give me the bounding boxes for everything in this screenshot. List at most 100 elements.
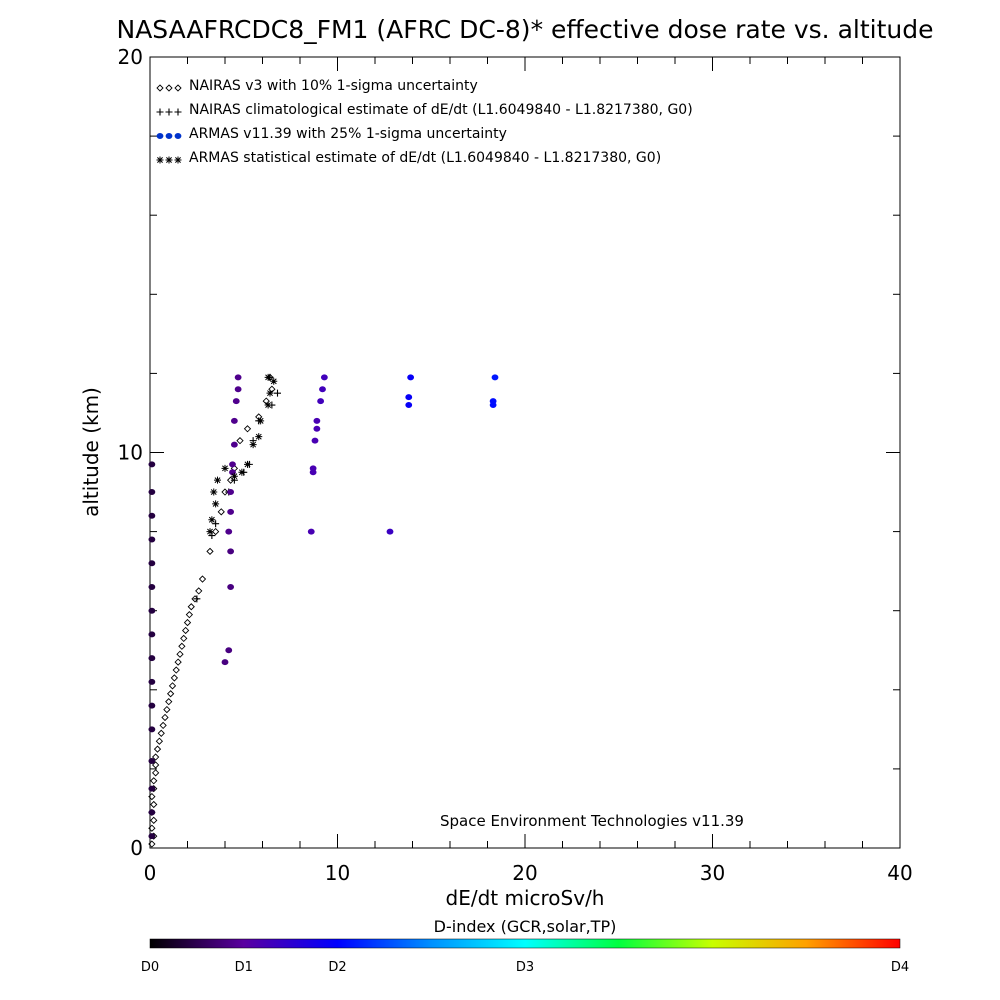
x-tick-label: 0 xyxy=(144,861,157,885)
dot-point xyxy=(405,394,413,401)
dot-point xyxy=(148,757,156,764)
asterisk-point xyxy=(221,464,229,472)
dot-point xyxy=(313,425,321,432)
diamond-point xyxy=(180,634,188,643)
dot-point xyxy=(225,647,233,654)
x-tick-label: 30 xyxy=(700,861,725,885)
dot-point xyxy=(232,398,240,405)
x-axis-label: dE/dt microSv/h xyxy=(446,886,605,910)
dot-point xyxy=(227,548,235,555)
dot-point xyxy=(386,528,394,535)
dot-point xyxy=(489,398,497,405)
y-tick-label: 20 xyxy=(118,45,143,69)
asterisk-point xyxy=(264,401,272,409)
axis-ticks xyxy=(149,56,901,849)
dot-point xyxy=(148,489,156,496)
dot-point xyxy=(148,702,156,709)
diamond-point xyxy=(211,527,220,536)
legend-label: ARMAS v11.39 with 25% 1-sigma uncertaint… xyxy=(189,126,507,142)
diamond-point xyxy=(217,508,225,516)
dot-point xyxy=(230,417,238,424)
dot-point xyxy=(148,512,156,519)
diamond-point xyxy=(159,721,167,730)
diamond-point xyxy=(150,816,158,824)
dot-point xyxy=(405,402,413,409)
asterisk-point xyxy=(255,433,263,441)
diamond-point xyxy=(268,385,276,393)
diamond-point xyxy=(148,792,156,801)
diamond-point xyxy=(153,745,162,753)
diamond-point xyxy=(174,658,182,666)
dot-point xyxy=(148,655,156,662)
diamond-point xyxy=(198,575,207,583)
legend-label: NAIRAS climatological estimate of dE/dt … xyxy=(189,102,693,118)
diamond-point xyxy=(157,729,165,737)
diamond-point xyxy=(181,626,190,635)
legend-marker xyxy=(156,84,164,92)
asterisk-point xyxy=(266,389,274,397)
series-1 xyxy=(148,373,276,848)
dot-point xyxy=(309,469,317,476)
diamond-point xyxy=(243,425,252,433)
dot-point xyxy=(225,528,233,535)
dot-point xyxy=(148,607,156,614)
dot-point xyxy=(313,417,321,424)
dot-point xyxy=(221,659,229,666)
dot-point xyxy=(148,785,156,792)
diamond-point xyxy=(151,769,160,777)
diamond-point xyxy=(165,698,173,706)
legend-marker xyxy=(174,108,182,116)
diamond-point xyxy=(150,777,158,785)
colorbar xyxy=(149,938,901,949)
diamond-point xyxy=(176,650,184,658)
diamond-point xyxy=(226,476,235,484)
plus-point xyxy=(212,520,220,528)
diamond-point xyxy=(178,642,186,650)
diamond-point xyxy=(148,824,156,832)
dot-point xyxy=(234,374,242,381)
x-tick-label: 10 xyxy=(325,861,350,885)
diamond-point xyxy=(206,547,214,556)
colorbar-labels: D0 D1 D2 D3 D4 xyxy=(141,960,909,975)
diamond-point xyxy=(148,840,156,848)
dot-point xyxy=(148,461,156,468)
dot-point xyxy=(148,726,156,733)
legend-marker xyxy=(174,133,182,139)
diamond-point xyxy=(168,682,177,690)
series-3 xyxy=(148,374,499,840)
diamond-point xyxy=(163,705,171,714)
asterisk-point xyxy=(264,373,272,381)
colorbar-label: D2 xyxy=(328,960,346,975)
dot-point xyxy=(148,536,156,543)
asterisk-point xyxy=(257,417,265,425)
dot-point xyxy=(491,374,499,381)
dot-point xyxy=(148,631,156,638)
legend-label: NAIRAS v3 with 10% 1-sigma uncertainty xyxy=(189,78,478,94)
chart-title: NASAAFRCDC8_FM1 (AFRC DC-8)* effective d… xyxy=(117,15,934,44)
colorbar-label: D3 xyxy=(516,960,534,975)
dot-point xyxy=(230,441,238,448)
dot-point xyxy=(148,809,156,816)
diamond-point xyxy=(187,603,195,611)
diamond-point xyxy=(172,666,180,674)
plus-point xyxy=(274,389,281,397)
diamond-point xyxy=(151,753,160,761)
legend-marker xyxy=(165,108,173,116)
asterisk-point xyxy=(210,488,218,496)
diamond-point xyxy=(183,618,192,627)
dot-point xyxy=(227,508,235,515)
dot-point xyxy=(407,374,415,381)
asterisk-point xyxy=(249,441,257,449)
dot-point xyxy=(307,528,315,535)
diamond-point xyxy=(262,397,270,405)
dot-point xyxy=(148,678,156,685)
colorbar-title: D-index (GCR,solar,TP) xyxy=(434,917,617,936)
data-points xyxy=(148,373,499,848)
dot-point xyxy=(148,583,156,590)
legend-marker xyxy=(165,156,173,164)
dot-point xyxy=(320,374,328,381)
dot-point xyxy=(234,386,242,393)
legend-marker xyxy=(156,156,164,164)
legend: NAIRAS v3 with 10% 1-sigma uncertainty NA… xyxy=(156,78,693,166)
